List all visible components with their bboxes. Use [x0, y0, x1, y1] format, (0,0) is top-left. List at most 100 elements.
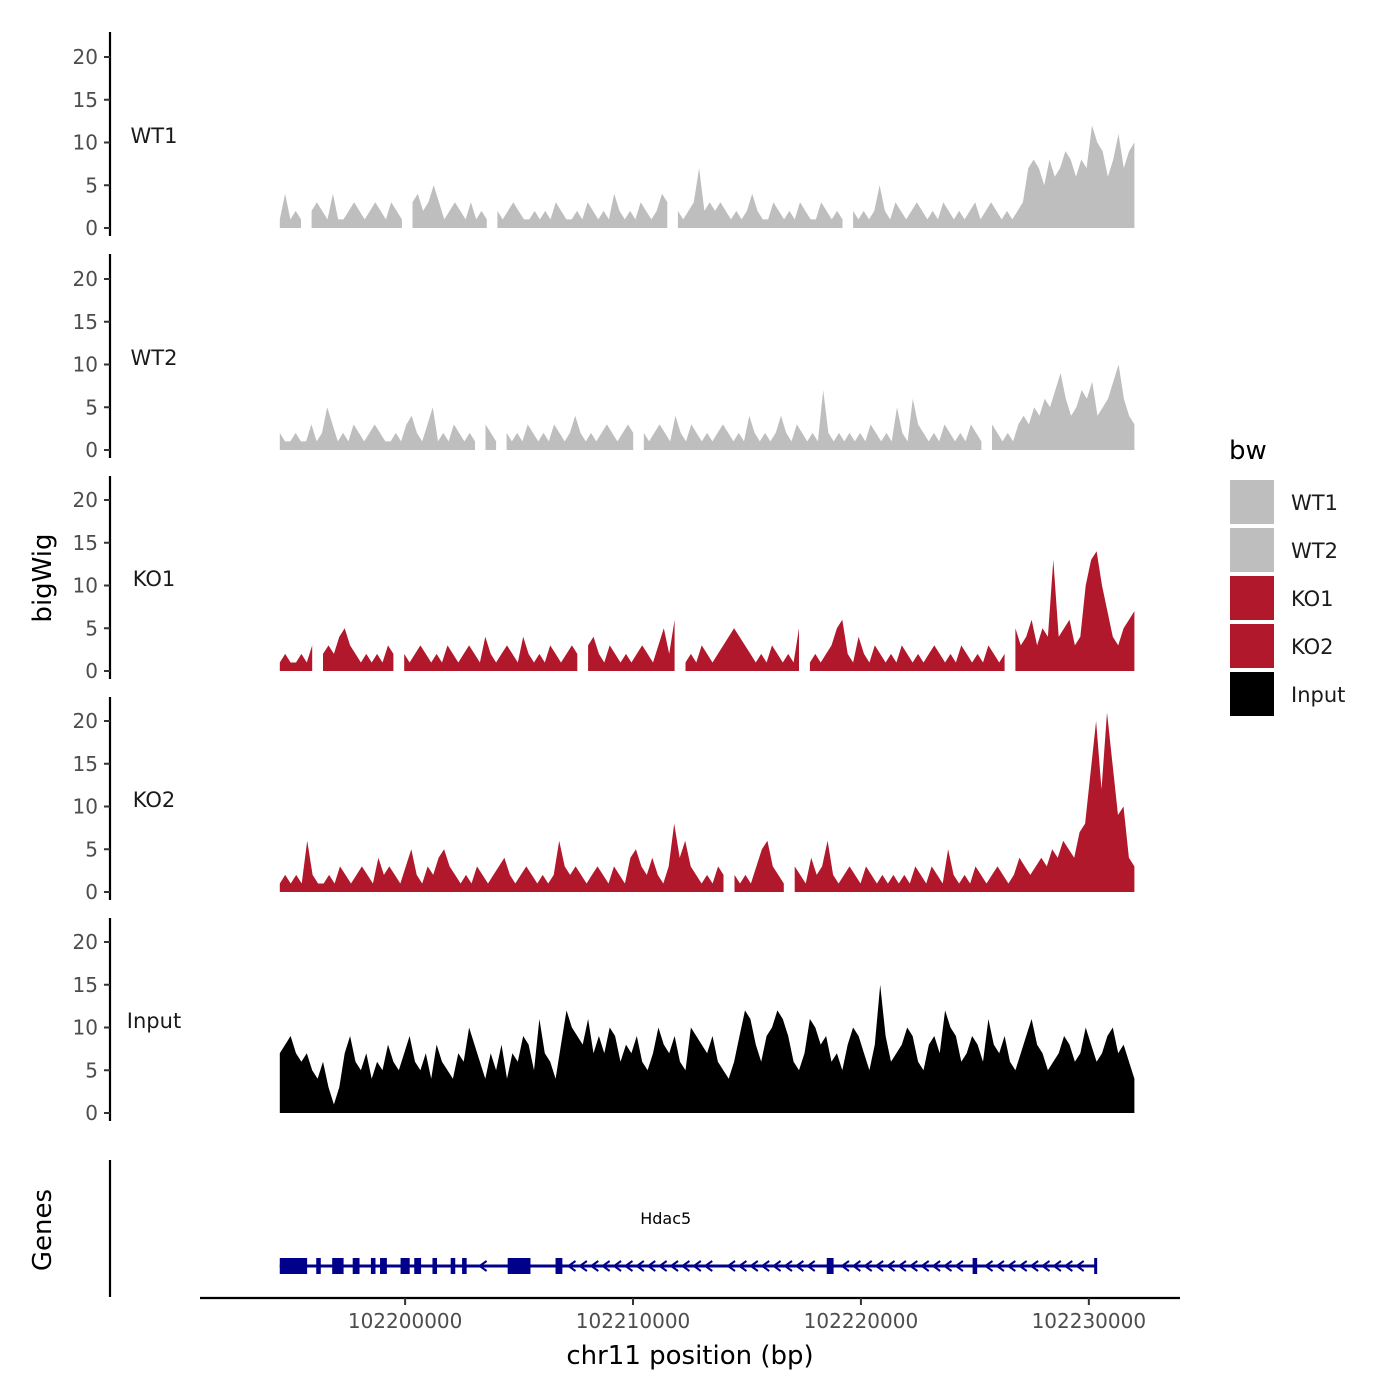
strand-arrow — [760, 1260, 770, 1272]
x-tick-label: 102210000 — [576, 1309, 691, 1333]
y-tick-label: 5 — [85, 1058, 98, 1082]
strand-arrow — [1018, 1260, 1028, 1272]
signal-area — [685, 628, 799, 671]
strand-arrow — [400, 1260, 410, 1272]
legend-label-ko2: KO2 — [1291, 635, 1334, 659]
strand-arrow — [623, 1260, 634, 1272]
strand-arrow — [1052, 1260, 1062, 1272]
gene-exon — [826, 1258, 834, 1274]
strand-arrow — [566, 1260, 577, 1272]
legend-label-wt1: WT1 — [1291, 491, 1338, 515]
y-axis-title: bigWig — [28, 533, 58, 622]
strand-arrow — [635, 1260, 645, 1272]
y-tick-label: 10 — [73, 574, 98, 598]
strand-arrow — [783, 1260, 793, 1272]
signal-area — [794, 712, 1135, 892]
signal-area — [992, 364, 1135, 450]
y-tick-label: 20 — [73, 267, 98, 291]
legend-label-ko1: KO1 — [1291, 587, 1334, 611]
strand-arrow — [669, 1260, 679, 1272]
strand-arrow — [995, 1260, 1005, 1272]
gene-hdac5: Hdac5 — [279, 1209, 1098, 1274]
signal-area — [588, 619, 675, 671]
gene-exon — [555, 1258, 563, 1274]
strand-arrow — [612, 1260, 622, 1272]
strand-arrow — [771, 1260, 782, 1272]
signal-area — [853, 125, 1135, 228]
strand-arrow — [589, 1260, 599, 1272]
strand-arrow — [680, 1260, 691, 1272]
signal-area — [643, 390, 982, 450]
strand-arrow — [1063, 1260, 1073, 1272]
signal-area — [279, 407, 475, 450]
signal-area — [1015, 551, 1135, 671]
gene-exon — [380, 1258, 387, 1274]
y-tick-label: 10 — [73, 131, 98, 155]
signal-area — [311, 193, 402, 228]
x-axis: 102200000 102210000 102220000 102230000 — [200, 1296, 1180, 1333]
gene-exon — [972, 1258, 978, 1274]
gene-exon — [352, 1258, 360, 1274]
strand-arrow — [1040, 1260, 1051, 1272]
track-label: KO1 — [133, 567, 176, 591]
strand-arrow — [874, 1260, 884, 1272]
strand-arrow — [749, 1260, 759, 1272]
y-tick-label: 5 — [85, 837, 98, 861]
strand-arrow — [931, 1260, 941, 1272]
legend-key-ko2 — [1230, 624, 1274, 668]
gene-exon — [432, 1258, 438, 1274]
signal-area — [279, 645, 313, 671]
strand-arrow — [1029, 1260, 1039, 1272]
gene-exon — [507, 1258, 531, 1274]
strand-arrow — [840, 1260, 850, 1272]
genes-axis-title: Genes — [28, 1189, 58, 1271]
gene-exon — [414, 1258, 422, 1274]
x-tick-label: 102220000 — [804, 1309, 919, 1333]
strand-arrow — [806, 1260, 816, 1272]
track-ko1: 0 5 10 15 20 KO1 — [73, 476, 1135, 683]
strand-arrow — [477, 1260, 488, 1272]
legend-key-ko1 — [1230, 576, 1274, 620]
x-tick-label: 102200000 — [348, 1309, 463, 1333]
legend-label-wt2: WT2 — [1291, 539, 1338, 563]
y-tick-label: 10 — [73, 795, 98, 819]
y-tick-label: 20 — [73, 45, 98, 69]
signal-area — [279, 984, 1135, 1113]
y-tick-label: 5 — [85, 395, 98, 419]
strand-arrow — [737, 1260, 748, 1272]
track-wt2: 0 5 10 15 20 WT2 — [73, 254, 1135, 462]
y-tick-label: 15 — [73, 973, 98, 997]
legend-key-input — [1230, 672, 1274, 716]
genes-panel: Hdac5 — [108, 1160, 1098, 1297]
strand-arrow — [1074, 1260, 1085, 1272]
y-tick-label: 0 — [85, 1101, 98, 1125]
x-tick-label: 102230000 — [1032, 1309, 1147, 1333]
strand-arrow — [863, 1260, 873, 1272]
legend-key-wt2 — [1230, 528, 1274, 572]
gene-exon — [400, 1258, 410, 1274]
signal-area — [677, 168, 843, 228]
signal-area — [497, 193, 668, 228]
y-tick-label: 5 — [85, 173, 98, 197]
track-input: 0 5 10 15 20 Input — [73, 918, 1135, 1125]
strand-arrow — [897, 1260, 907, 1272]
y-tick-label: 15 — [73, 531, 98, 555]
strand-arrow — [942, 1260, 953, 1272]
y-tick-label: 20 — [73, 930, 98, 954]
signal-area — [734, 840, 784, 892]
y-tick-label: 0 — [85, 880, 98, 904]
signal-area — [323, 628, 394, 671]
strand-arrow — [600, 1260, 611, 1272]
signal-area — [809, 619, 1005, 671]
track-label: Input — [127, 1009, 181, 1033]
strand-arrow — [851, 1260, 861, 1272]
legend-label-input: Input — [1291, 683, 1345, 707]
signal-area — [404, 636, 578, 671]
y-tick-label: 15 — [73, 310, 98, 334]
strand-arrow — [794, 1260, 804, 1272]
gene-exon — [332, 1258, 344, 1274]
strand-arrow — [954, 1260, 964, 1272]
gene-label: Hdac5 — [640, 1209, 691, 1228]
strand-arrow — [692, 1260, 702, 1272]
